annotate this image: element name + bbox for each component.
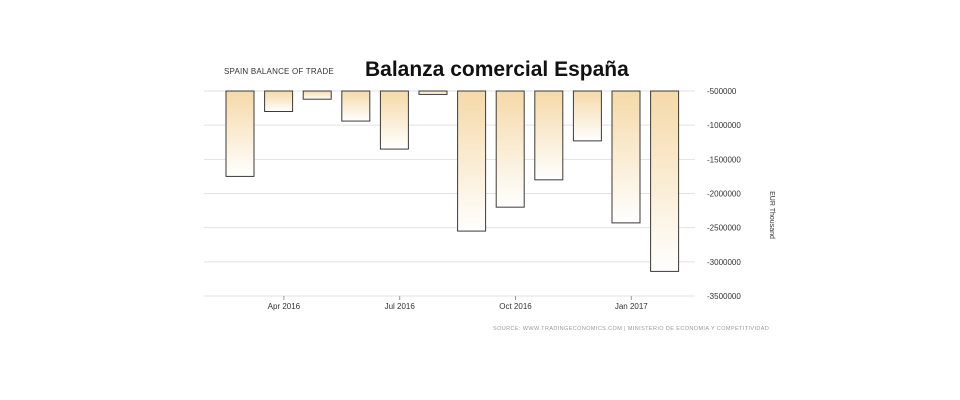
- y-axis-label: EUR Thousand: [768, 191, 775, 239]
- y-tick-label: -2000000: [707, 190, 741, 199]
- bar: [534, 90, 564, 181]
- bar: [302, 90, 332, 100]
- y-tick-label: -3000000: [707, 258, 741, 267]
- x-tick-label: Apr 2016: [268, 302, 301, 311]
- bar-chart: -500000 -1000000 -1500000 -2000000 -2500000 -…: [204, 87, 775, 311]
- y-tick-label: -1500000: [707, 155, 741, 164]
- y-tick-label: -3500000: [707, 292, 741, 301]
- source-attribution: SOURCE: WWW.TRADINGECONOMICS.COM | MINIS…: [493, 326, 770, 332]
- x-tick-label: Oct 2016: [499, 302, 532, 311]
- bar: [495, 90, 525, 208]
- y-tick-label: -500000: [707, 87, 737, 96]
- y-tick-label: -2500000: [707, 224, 741, 233]
- bar: [264, 90, 294, 112]
- chart-card: -500000 -1000000 -1500000 -2000000 -2500000 -…: [190, 45, 785, 355]
- gridlines: [204, 90, 695, 297]
- bar: [379, 90, 409, 150]
- x-tick-label: Jul 2016: [385, 302, 416, 311]
- x-tick-label: Jan 2017: [615, 302, 648, 311]
- bar: [225, 90, 255, 177]
- bar: [572, 90, 602, 142]
- bars: [225, 90, 680, 272]
- overlay-title: Balanza comercial España: [365, 58, 629, 81]
- bar: [418, 90, 448, 95]
- bar: [611, 90, 641, 224]
- y-tick-label: -1000000: [707, 121, 741, 130]
- x-axis-tick-labels: Apr 2016 Jul 2016 Oct 2016 Jan 2017: [268, 296, 648, 311]
- chart-title: SPAIN BALANCE OF TRADE: [224, 67, 334, 76]
- bar: [457, 90, 487, 232]
- bar: [341, 90, 371, 122]
- y-axis-tick-labels: -500000 -1000000 -1500000 -2000000 -2500000 -…: [707, 87, 741, 301]
- bar: [650, 90, 680, 272]
